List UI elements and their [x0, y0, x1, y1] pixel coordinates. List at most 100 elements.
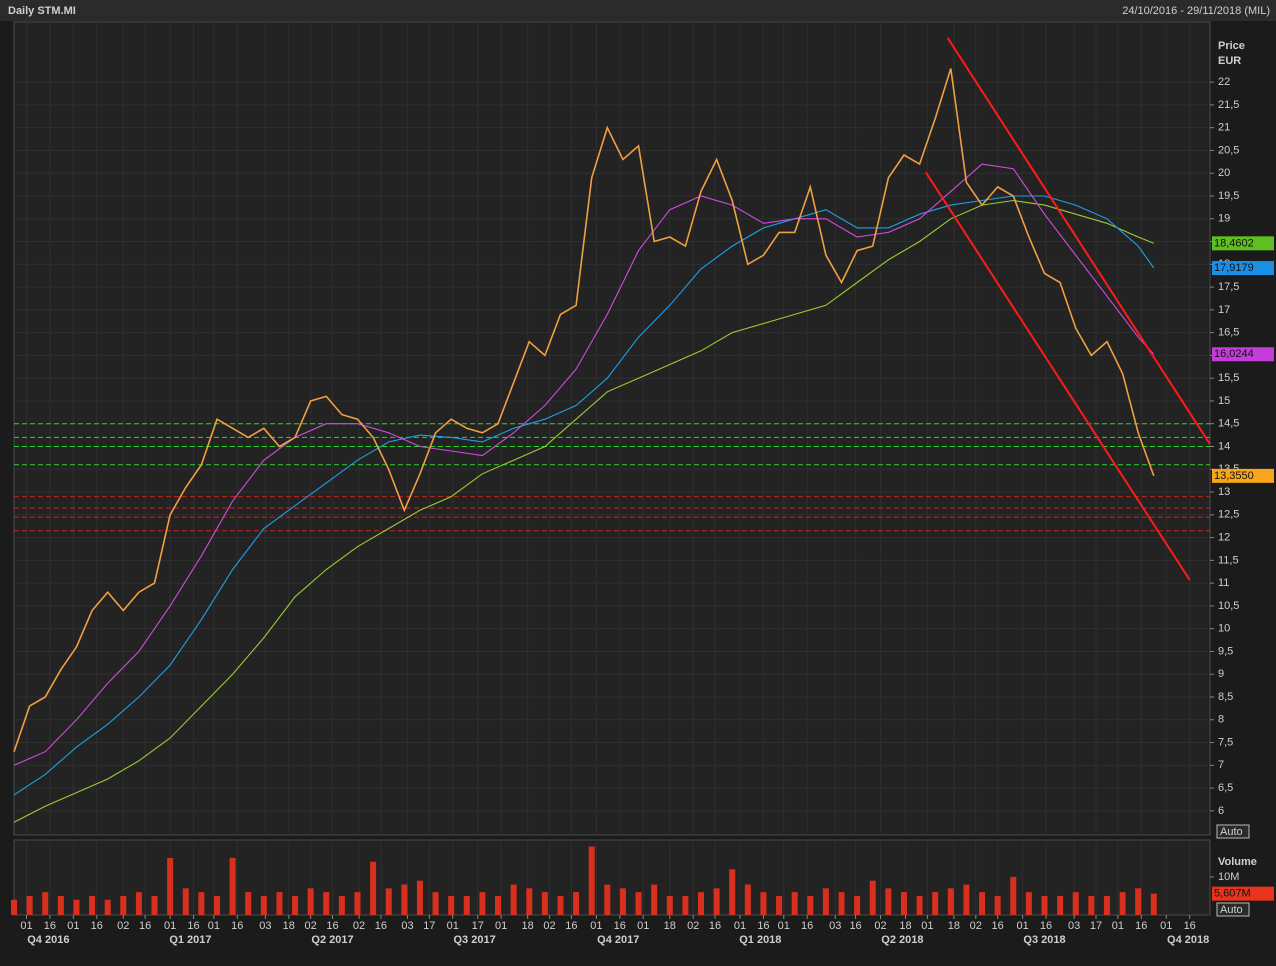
volume-bar: [510, 884, 517, 915]
x-tick-label: 01: [164, 920, 176, 932]
volume-bar: [104, 899, 111, 915]
volume-bar: [963, 884, 970, 915]
x-tick-label: 17: [423, 920, 435, 932]
volume-bar: [932, 892, 939, 915]
auto-button[interactable]: [1216, 824, 1250, 839]
volume-bar: [729, 869, 736, 915]
series-line: [13, 195, 1155, 796]
y-tick-label: 11: [1218, 577, 1229, 589]
volume-bar: [73, 899, 80, 915]
volume-bar: [713, 888, 720, 915]
auto-button-label[interactable]: Auto: [1220, 904, 1243, 916]
x-tick-label: 03: [401, 920, 413, 932]
x-tick-label: 02: [543, 920, 555, 932]
x-tick-label: 01: [590, 920, 602, 932]
volume-bar: [666, 895, 673, 915]
x-tick-label: 16: [801, 920, 813, 932]
volume-title: Volume: [1218, 856, 1257, 868]
volume-bar: [573, 892, 580, 915]
header-bar: [0, 0, 1276, 21]
volume-bar: [307, 888, 314, 915]
volume-bar: [916, 895, 923, 915]
x-tick-label: 16: [139, 920, 151, 932]
x-tick-label: 01: [921, 920, 933, 932]
x-tick-label: 01: [208, 920, 220, 932]
quarter-label: Q3 2018: [1023, 934, 1065, 946]
y-axis-title: Price: [1218, 40, 1245, 52]
series-line: [13, 163, 1155, 766]
x-tick-label: 18: [283, 920, 295, 932]
volume-bar: [604, 884, 611, 915]
quarter-label: Q2 2018: [881, 934, 923, 946]
x-tick-label: 01: [447, 920, 459, 932]
last-value-label: 18,4602: [1214, 237, 1254, 249]
last-value-tag: [1212, 236, 1274, 251]
last-value-tag: [1212, 886, 1274, 901]
volume-bar: [167, 857, 174, 915]
y-tick-label: 7,5: [1218, 736, 1233, 748]
x-tick-label: 03: [259, 920, 271, 932]
volume-bar: [385, 888, 392, 915]
x-tick-label: 02: [687, 920, 699, 932]
x-tick-label: 16: [757, 920, 769, 932]
x-tick-label: 16: [231, 920, 243, 932]
y-tick-label: 15,5: [1218, 372, 1239, 384]
volume-bar: [822, 888, 829, 915]
quarter-label: Q4 2016: [27, 934, 69, 946]
volume-bar: [869, 880, 876, 915]
y-tick-label: 15: [1218, 395, 1230, 407]
volume-bar: [1010, 876, 1017, 915]
x-tick-label: 02: [353, 920, 365, 932]
x-tick-label: 03: [829, 920, 841, 932]
volume-bar: [526, 888, 533, 915]
series-line: [13, 199, 1155, 823]
auto-button-label[interactable]: Auto: [1220, 826, 1243, 838]
volume-bar: [697, 892, 704, 915]
volume-bar: [354, 892, 361, 915]
x-tick-label: 01: [778, 920, 790, 932]
volume-bar: [276, 892, 283, 915]
x-tick-label: 16: [44, 920, 56, 932]
volume-bar: [1088, 895, 1095, 915]
quarter-label: Q4 2018: [1167, 934, 1209, 946]
x-tick-label: 16: [709, 920, 721, 932]
volume-bar: [120, 895, 127, 915]
y-tick-label: 19,5: [1218, 190, 1239, 202]
trend-line: [924, 171, 1191, 581]
y-tick-label: 6,5: [1218, 782, 1233, 794]
auto-button[interactable]: [1216, 902, 1250, 917]
volume-bar: [260, 895, 267, 915]
volume-bar: [791, 892, 798, 915]
volume-bar: [619, 888, 626, 915]
volume-bar: [838, 892, 845, 915]
y-tick-label: 9: [1218, 668, 1224, 680]
x-tick-label: 01: [637, 920, 649, 932]
last-value-label: 17,9179: [1214, 262, 1254, 274]
y-tick-label: 10M: [1218, 871, 1239, 883]
volume-bar: [42, 892, 49, 915]
quarter-label: Q2 2017: [311, 934, 353, 946]
volume-bar: [760, 892, 767, 915]
y-tick-label: 11,5: [1218, 554, 1239, 566]
quarter-label: Q3 2017: [453, 934, 495, 946]
trend-line: [946, 37, 1211, 445]
y-tick-label: 16,5: [1218, 327, 1239, 339]
y-tick-label: 12,5: [1218, 509, 1239, 521]
x-tick-label: 02: [117, 920, 129, 932]
x-tick-label: 01: [495, 920, 507, 932]
x-tick-label: 18: [522, 920, 534, 932]
y-tick-label: 12: [1218, 531, 1230, 543]
volume-bar: [541, 892, 548, 915]
x-tick-label: 17: [472, 920, 484, 932]
x-tick-label: 01: [20, 920, 32, 932]
chart-title: Daily STM.MI: [8, 5, 76, 17]
volume-bar: [854, 895, 861, 915]
volume-bar: [448, 895, 455, 915]
x-tick-label: 01: [734, 920, 746, 932]
y-tick-label: 8: [1218, 714, 1224, 726]
volume-bar: [401, 884, 408, 915]
volume-bar: [979, 892, 986, 915]
volume-bar: [323, 892, 330, 915]
quarter-label: Q1 2018: [739, 934, 781, 946]
